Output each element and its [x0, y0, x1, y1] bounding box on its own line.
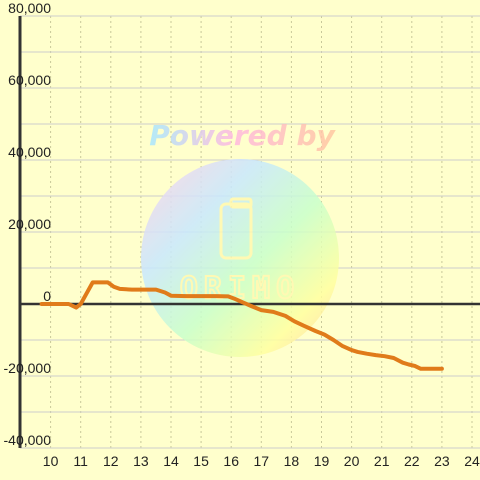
- watermark-phone-icon: [219, 202, 253, 260]
- y-tick-label: -40,000: [4, 432, 52, 448]
- y-tick-label: 80,000: [8, 0, 51, 16]
- x-tick-label: 12: [103, 453, 119, 469]
- y-tick-label: 20,000: [8, 216, 51, 232]
- series-line: [39, 280, 444, 371]
- x-tick-label: 17: [254, 453, 270, 469]
- y-tick-label: 60,000: [8, 72, 51, 88]
- y-tick-label: -20,000: [4, 360, 52, 376]
- x-tick-label: 18: [284, 453, 300, 469]
- x-tick-label: 21: [374, 453, 390, 469]
- x-tick-label: 15: [193, 453, 209, 469]
- watermark-powered-text: Powered by: [149, 119, 336, 152]
- y-tick-label: 40,000: [8, 144, 51, 160]
- x-tick-label: 20: [344, 453, 360, 469]
- x-tick-label: 23: [434, 453, 450, 469]
- y-axis-ticks: -40,000 -20,000 0 20,000 40,000 60,000 80,000: [4, 0, 52, 448]
- x-tick-label: 14: [163, 453, 179, 469]
- y-tick-label: 0: [43, 288, 51, 304]
- x-tick-label: 24: [464, 453, 480, 469]
- x-tick-label: 11: [73, 453, 88, 469]
- x-tick-label: 13: [133, 453, 149, 469]
- watermark-phone-antenna: [229, 197, 253, 209]
- x-tick-label: 16: [223, 453, 239, 469]
- watermark: ORIMO Powered by: [141, 119, 339, 357]
- x-tick-label: 22: [404, 453, 420, 469]
- x-tick-label: 10: [43, 453, 59, 469]
- x-tick-label: 19: [314, 453, 330, 469]
- x-axis-ticks: 10 11 12 13 14 15 16 17 18 19 20 21 22 23 24: [43, 453, 480, 469]
